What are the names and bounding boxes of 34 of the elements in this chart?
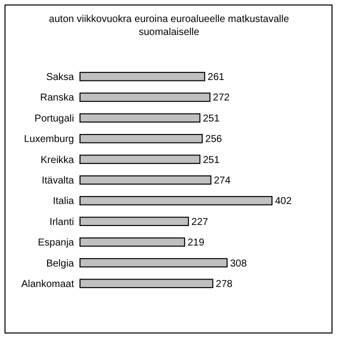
bar bbox=[80, 72, 206, 82]
data-label: 251 bbox=[202, 113, 220, 124]
y-tick-label: Ranska bbox=[40, 92, 74, 104]
data-label: 278 bbox=[216, 278, 233, 290]
bar bbox=[80, 113, 200, 123]
y-tick-label: Espanja bbox=[38, 238, 74, 249]
data-label: 272 bbox=[212, 92, 230, 104]
bar bbox=[80, 196, 272, 206]
y-tick-label: Alankomaat bbox=[21, 278, 74, 290]
y-tick-label: Irlanti bbox=[50, 216, 74, 228]
bar bbox=[80, 92, 210, 102]
chart-title: auton viikkovuokra euroina euroalueelle matkustavalle suomalaiselle bbox=[48, 14, 290, 38]
y-tick-label: Kreikka bbox=[40, 154, 74, 166]
data-label: 256 bbox=[205, 134, 222, 146]
y-tick-label: Saksa bbox=[46, 72, 74, 84]
bar bbox=[80, 258, 228, 268]
y-tick-label: Italia bbox=[52, 196, 74, 208]
bar bbox=[80, 134, 203, 144]
y-tick-label: Belgia bbox=[46, 258, 74, 270]
bar bbox=[80, 154, 200, 164]
y-tick-label: Portugali bbox=[34, 113, 74, 124]
data-label: 251 bbox=[202, 154, 220, 166]
data-label: 402 bbox=[275, 196, 292, 208]
data-label: 219 bbox=[188, 238, 205, 249]
bar bbox=[80, 175, 212, 185]
data-label: 308 bbox=[230, 258, 248, 270]
y-tick-label: Luxemburg bbox=[24, 134, 74, 146]
bar bbox=[80, 216, 189, 226]
data-label: 274 bbox=[214, 176, 231, 186]
data-label: 227 bbox=[191, 216, 209, 228]
y-tick-label: Itävalta bbox=[42, 176, 74, 186]
data-label: 261 bbox=[208, 72, 225, 84]
bar bbox=[80, 278, 214, 288]
bar bbox=[80, 237, 186, 247]
